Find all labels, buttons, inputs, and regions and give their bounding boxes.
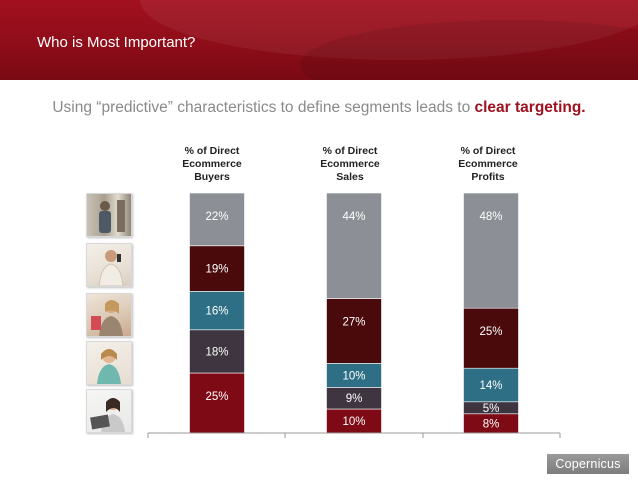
bar-segment-profits-2 — [463, 367, 519, 403]
data-label-buyers-3: 19% — [205, 264, 228, 276]
bar-segment-buyers-0 — [189, 372, 245, 434]
bar-segment-buyers-4 — [189, 192, 245, 247]
slide-header: Who is Most Important? — [0, 0, 638, 80]
bar-segment-sales-3 — [326, 298, 382, 364]
data-label-buyers-1: 18% — [205, 346, 228, 358]
column-header-profits: % of Direct Ecommerce Profits — [433, 145, 543, 184]
shopper-photo-icon — [86, 193, 132, 237]
photo-figure — [90, 398, 125, 432]
data-label-buyers-0: 25% — [205, 391, 228, 403]
page-title: Who is Most Important? — [37, 34, 196, 51]
copernicus-logo: Copernicus — [547, 454, 629, 474]
column-header-line: Sales — [336, 171, 364, 183]
photo-figure — [97, 349, 121, 384]
man-phone-photo-icon — [86, 243, 132, 287]
photo-figure — [99, 200, 125, 233]
slide-subtitle: Using “predictive” characteristics to de… — [0, 99, 638, 117]
bar-segment-sales-2 — [326, 363, 382, 388]
data-label-sales-1: 9% — [346, 393, 363, 405]
data-label-sales-4: 44% — [342, 211, 365, 223]
bar-segment-buyers-3 — [189, 245, 245, 292]
data-label-buyers-2: 16% — [205, 306, 228, 318]
column-header-line: Profits — [471, 171, 505, 183]
column-header-line: % of Direct — [322, 145, 378, 157]
data-label-profits-0: 8% — [483, 418, 500, 430]
bar-segment-sales-0 — [326, 408, 382, 434]
column-header-line: Ecommerce — [182, 158, 242, 170]
data-label-profits-4: 48% — [479, 211, 502, 223]
bar-segment-profits-3 — [463, 307, 519, 369]
subtitle-highlight: clear targeting. — [474, 99, 586, 116]
photo-figure — [98, 250, 124, 286]
bar-segment-sales-4 — [326, 192, 382, 299]
bar-segment-buyers-1 — [189, 329, 245, 374]
column-header-line: % of Direct — [460, 145, 516, 157]
column-header-line: % of Direct — [184, 145, 240, 157]
photo-figure — [91, 300, 123, 336]
data-label-sales-0: 10% — [342, 416, 365, 428]
subtitle-text: Using “predictive” characteristics to de… — [52, 99, 475, 116]
data-label-buyers-4: 22% — [205, 211, 228, 223]
woman-tablet-photo-icon — [86, 389, 132, 433]
data-label-sales-3: 27% — [342, 317, 365, 329]
bar-segment-profits-4 — [463, 192, 519, 309]
data-label-profits-1: 5% — [483, 403, 500, 415]
woman-shopping-photo-icon — [86, 293, 132, 337]
column-header-line: Buyers — [194, 171, 230, 183]
column-header-buyers: % of Direct Ecommerce Buyers — [157, 145, 267, 184]
data-label-profits-2: 14% — [479, 380, 502, 392]
column-header-line: Ecommerce — [458, 158, 518, 170]
column-header-line: Ecommerce — [320, 158, 380, 170]
column-header-sales: % of Direct Ecommerce Sales — [295, 145, 405, 184]
data-label-sales-2: 10% — [342, 370, 365, 382]
data-label-profits-3: 25% — [479, 326, 502, 338]
woman-smiling-photo-icon — [86, 341, 132, 385]
